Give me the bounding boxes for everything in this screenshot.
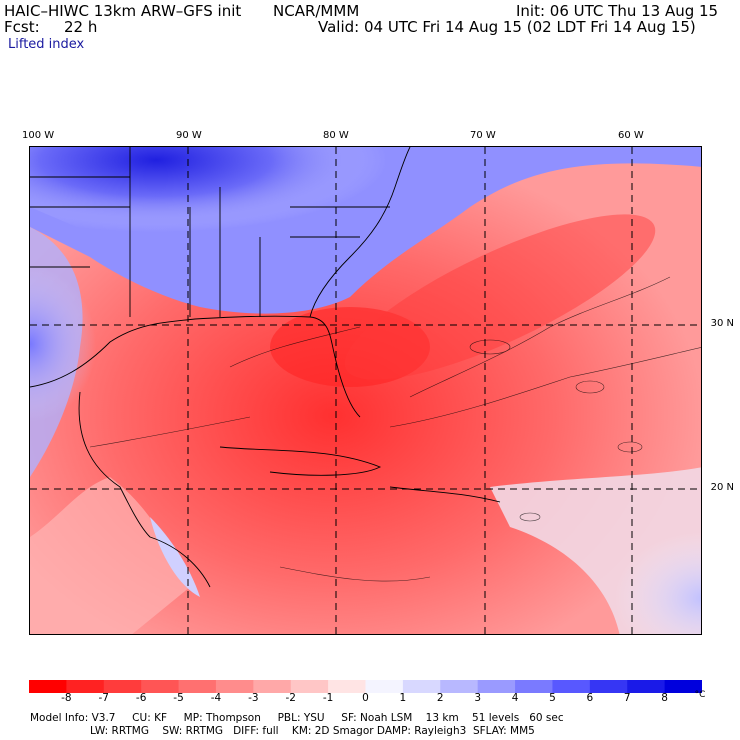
colorbar-tick-label: -8 bbox=[61, 692, 72, 704]
colorbar-tick-label: 4 bbox=[511, 692, 519, 704]
stable-patch-central-america bbox=[150, 517, 200, 597]
model-title: HAIC–HIWC 13km ARW–GFS init bbox=[4, 2, 242, 20]
lon-label-70w: 70 W bbox=[470, 130, 496, 141]
lat-label-30n: 30 N bbox=[710, 318, 734, 329]
colorbar-tick-label: 3 bbox=[474, 692, 481, 704]
colorbar-tick-label: -6 bbox=[135, 692, 147, 704]
latlon-grid bbox=[30, 147, 701, 634]
instability-band bbox=[344, 214, 656, 380]
colorbar-swatch bbox=[328, 680, 366, 693]
lat-label-20n: 20 N bbox=[710, 482, 734, 493]
lon-label-100w: 100 W bbox=[22, 130, 55, 141]
colorbar-swatch bbox=[141, 680, 180, 693]
colorbar-swatch bbox=[552, 680, 591, 693]
colorbar-tick-label: 7 bbox=[623, 692, 631, 704]
colorbar-swatch bbox=[215, 680, 254, 693]
colorbar-tick-label: -3 bbox=[248, 692, 259, 704]
lifted-index-map bbox=[29, 146, 702, 635]
colorbar-tick-label: -1 bbox=[322, 692, 334, 704]
valid-time: Valid: 04 UTC Fri 14 Aug 15 (02 LDT Fri … bbox=[318, 18, 696, 36]
colorbar bbox=[29, 680, 702, 693]
colorbar-swatch bbox=[477, 680, 516, 693]
colorbar-tick-label: -2 bbox=[285, 692, 296, 704]
lon-label-80w: 80 W bbox=[323, 130, 349, 141]
lon-label-60w: 60 W bbox=[618, 130, 644, 141]
colorbar-swatch bbox=[29, 680, 67, 693]
init-time: Init: 06 UTC Thu 13 Aug 15 bbox=[516, 2, 719, 20]
org-label: NCAR/MMM bbox=[273, 2, 360, 20]
colorbar-swatch bbox=[103, 680, 142, 693]
colorbar-swatch bbox=[253, 680, 292, 693]
colorbar-swatch bbox=[589, 680, 628, 693]
colorbar-tick-label: 1 bbox=[399, 692, 407, 704]
footer-model-info: Model Info: V3.7 CU: KF MP: Thompson PBL… bbox=[30, 712, 564, 724]
stable-shading-west bbox=[30, 227, 250, 487]
weak-instability-sw bbox=[30, 477, 190, 634]
colorbar-swatch bbox=[515, 680, 553, 693]
colorbar-swatch bbox=[178, 680, 217, 693]
instability-core bbox=[270, 307, 430, 387]
colorbar-tick-label: 6 bbox=[586, 692, 594, 704]
footer-physics-info: LW: RRTMG SW: RRTMG DIFF: full KM: 2D Sm… bbox=[90, 725, 535, 737]
colorbar-swatch bbox=[664, 680, 702, 693]
colorbar-tick-label: -7 bbox=[98, 692, 110, 704]
colorbar-unit: °C bbox=[694, 690, 706, 700]
colorbar-swatch bbox=[440, 680, 479, 693]
forecast-label: Fcst: bbox=[4, 18, 40, 36]
colorbar-swatch bbox=[402, 680, 441, 693]
colorbar-tick-label: -4 bbox=[210, 692, 222, 704]
colorbar-tick-label: 2 bbox=[436, 692, 444, 704]
colorbar-tick-label: 0 bbox=[362, 692, 369, 704]
map-canvas bbox=[30, 147, 701, 634]
colorbar-tick-label: -5 bbox=[173, 692, 184, 704]
colorbar-tick-label: 8 bbox=[661, 692, 668, 704]
colorbar-swatch bbox=[66, 680, 105, 693]
colorbar-tick-label: 5 bbox=[549, 692, 556, 704]
forecast-hour: 22 h bbox=[64, 18, 98, 36]
stable-shading-east bbox=[450, 447, 701, 634]
lon-label-90w: 90 W bbox=[176, 130, 202, 141]
field-name: Lifted index bbox=[8, 37, 85, 52]
colorbar-swatch bbox=[365, 680, 404, 693]
colorbar-swatch bbox=[290, 680, 329, 693]
colorbar-swatch bbox=[627, 680, 666, 693]
